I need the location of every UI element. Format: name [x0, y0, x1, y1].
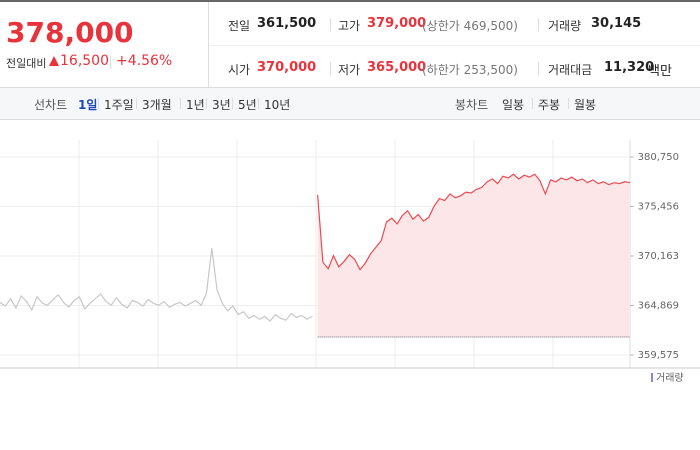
divider: [210, 45, 700, 46]
separator: [98, 98, 99, 109]
change: 16,500: [60, 53, 109, 69]
change-pct: +4.56%: [116, 53, 173, 69]
separator: [532, 98, 533, 109]
chart: 380,750 375,456 370,163 364,869 359,575 거래량: [0, 140, 700, 384]
tab-group-label: 선차트: [34, 98, 68, 112]
tab[interactable]: 1년: [186, 98, 205, 112]
separator: [258, 98, 259, 109]
tab-bar: 선차트 봉차트 1일 1주일 3개월 1년 3년 5년 10년 일봉 주봉 월봉: [0, 88, 700, 120]
legend-label: 거래량: [656, 372, 684, 384]
stat-label: 전일: [228, 19, 251, 33]
legend-swatch: [651, 373, 653, 382]
stat-value: 370,000: [257, 60, 317, 75]
tab[interactable]: 3년: [212, 98, 231, 112]
y-tick-label: 380,750: [638, 152, 679, 163]
stat-label: 거래대금: [548, 63, 593, 77]
stat-label: 저가: [338, 63, 361, 77]
tab[interactable]: 3개월: [142, 98, 172, 112]
separator: [568, 98, 569, 109]
stat-value: 365,000: [367, 60, 427, 75]
stat-note: (하한가 253,500): [422, 63, 518, 77]
stat-label: 시가: [228, 63, 251, 77]
tab[interactable]: 1일: [78, 98, 98, 112]
stat-label: 고가: [338, 19, 361, 33]
change-label: 전일대비: [6, 57, 47, 70]
stat-label: 거래량: [548, 19, 582, 33]
tab[interactable]: 10년: [264, 98, 291, 112]
y-tick-label: 370,163: [638, 251, 679, 262]
tab[interactable]: 월봉: [574, 98, 597, 112]
y-tick-label: 375,456: [638, 202, 679, 213]
divider: [208, 2, 209, 88]
separator: [136, 98, 137, 109]
tab[interactable]: 주봉: [538, 98, 561, 112]
up-arrow: [49, 56, 59, 66]
stat-unit: 백만: [648, 64, 672, 79]
separator: [206, 98, 207, 109]
stat-value: 30,145: [591, 16, 642, 31]
separator: [180, 98, 181, 109]
stat-value: 11,320: [604, 60, 655, 75]
header: [0, 0, 700, 88]
current-price: 378,000: [6, 16, 134, 49]
stat-value: 361,500: [257, 16, 317, 31]
stat-note: (상한가 469,500): [422, 19, 518, 33]
line: [0, 248, 313, 322]
y-tick-label: 364,869: [638, 300, 679, 311]
line: [317, 173, 631, 271]
tab[interactable]: 5년: [238, 98, 257, 112]
area: [317, 174, 630, 337]
tab[interactable]: 1주일: [104, 98, 134, 112]
y-tick-label: 359,575: [638, 350, 679, 361]
separator: [232, 98, 233, 109]
stat-value: 379,000: [367, 16, 427, 31]
tab-group-label: 봉차트: [455, 98, 489, 112]
tab[interactable]: 일봉: [502, 98, 525, 112]
